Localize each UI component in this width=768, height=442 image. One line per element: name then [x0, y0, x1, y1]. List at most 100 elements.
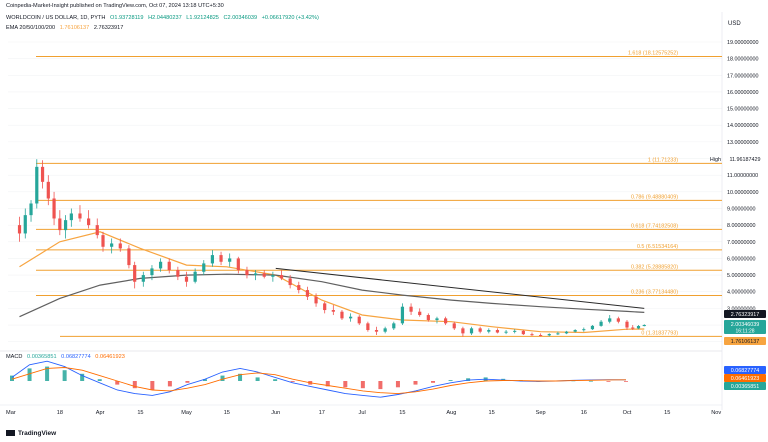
- candle-body: [262, 273, 266, 277]
- ema-value-2: 2.76323917: [93, 25, 124, 31]
- price-tick-label: 15.00000000: [727, 107, 758, 113]
- macd-header: MACD 0.00365851 0.06827774 0.06461923: [6, 354, 128, 360]
- time-tick-label: Jun: [271, 410, 280, 416]
- macd-histogram-bar: [45, 366, 50, 381]
- fib-level-label: 0.618 (7.74182508): [631, 223, 678, 229]
- candle-body: [101, 235, 105, 247]
- price-badge-label: 2.00346039: [731, 322, 759, 328]
- price-tick-label: 6.00000000: [727, 256, 755, 262]
- macd-histogram-bar: [115, 381, 120, 385]
- macd-label[interactable]: MACD: [6, 354, 23, 360]
- macd-badge: [724, 366, 766, 374]
- candle-body: [547, 334, 551, 336]
- candle-body: [305, 290, 310, 297]
- macd-histogram-bar: [273, 379, 278, 381]
- macd-histogram-bar: [588, 380, 593, 382]
- candle-body: [158, 261, 163, 269]
- candle-body: [636, 326, 641, 329]
- candle-body: [23, 215, 27, 234]
- candle-body: [314, 296, 318, 304]
- macd-histogram-bar: [10, 375, 14, 381]
- fib-level-label: 0 (1.31837793): [641, 330, 678, 336]
- price-tick-label: 13.00000000: [727, 140, 758, 146]
- candle-body: [608, 318, 612, 322]
- candle-body: [52, 198, 56, 219]
- macd-histogram-bar: [27, 368, 32, 381]
- ema-label[interactable]: EMA 20/50/100/200: [6, 25, 56, 31]
- time-tick-label: Sep: [536, 410, 546, 416]
- macd-histogram-bar: [185, 381, 190, 383]
- macd-badge-label: 0.06461923: [731, 376, 759, 382]
- candle-body: [340, 311, 344, 319]
- candle-body: [582, 329, 586, 331]
- candle-body: [331, 310, 335, 312]
- price-tick-label: 8.00000000: [727, 223, 755, 229]
- candle-body: [288, 278, 292, 286]
- candle-body: [176, 270, 180, 277]
- price-badge-label: 1.76106137: [731, 339, 759, 345]
- fib-level-label: 0.786 (9.48880409): [631, 194, 678, 200]
- candle-body: [78, 213, 82, 219]
- candle-body: [564, 331, 569, 334]
- macd-histogram-bar: [431, 381, 436, 383]
- open-value: O1.93728119: [110, 15, 144, 21]
- candle-body: [219, 255, 223, 262]
- price-tick-label: 10.00000000: [727, 190, 758, 196]
- candle-body: [631, 327, 635, 329]
- candle-body: [599, 321, 603, 326]
- candle-body: [245, 270, 249, 276]
- candle-body: [400, 306, 405, 324]
- macd-line: [11, 360, 627, 398]
- time-tick-label: Jul: [359, 410, 366, 416]
- candle-body: [58, 218, 62, 231]
- macd-histogram-bar: [167, 381, 172, 387]
- price-badge-countdown: 16:11:28: [735, 329, 754, 335]
- candle-body: [133, 265, 137, 282]
- ema-short-line: [19, 231, 645, 334]
- macd-histogram-bar: [62, 370, 67, 381]
- candle-body: [17, 225, 22, 234]
- candle-body: [539, 335, 543, 337]
- candle-body: [461, 328, 465, 334]
- candle-body: [452, 323, 456, 329]
- macd-histogram-bar: [80, 373, 85, 381]
- fib-level-label: 0.5 (6.51534164): [637, 244, 678, 250]
- candle-body: [409, 306, 413, 312]
- macd-histogram-bar: [395, 381, 400, 388]
- candle-body: [616, 318, 620, 322]
- publisher-text: Coinpedia-Market-Insight published on Tr…: [6, 3, 224, 9]
- symbol-name[interactable]: WORLDCOIN / US DOLLAR, 1D, PYTH: [6, 15, 106, 21]
- candle-body: [141, 275, 145, 282]
- candle-body: [87, 218, 91, 226]
- macd-histogram-bar: [343, 381, 348, 388]
- price-badge-label: 11.96187429: [729, 157, 760, 163]
- price-tick-label: 4.00000000: [727, 290, 755, 296]
- candle-body: [46, 181, 50, 199]
- candle-body: [418, 311, 422, 316]
- candle-body: [40, 166, 45, 182]
- candle-body: [349, 316, 353, 319]
- macd-histogram-bar: [202, 379, 207, 381]
- macd-badge: [724, 374, 766, 382]
- macd-histogram-bar: [448, 380, 453, 381]
- candle-body: [271, 275, 275, 277]
- change-value: +0.06617920 (+3.42%): [261, 15, 319, 21]
- macd-badge-label: 0.00365851: [731, 384, 759, 390]
- time-tick-label: Apr: [96, 410, 105, 416]
- candles-layer: [17, 159, 646, 337]
- price-badge: [724, 310, 766, 318]
- time-tick-label: 15: [399, 410, 405, 416]
- candle-body: [513, 330, 517, 332]
- price-tick-label: 5.00000000: [727, 273, 755, 279]
- candle-body: [110, 243, 114, 247]
- candle-body: [469, 328, 474, 334]
- candle-body: [530, 334, 534, 336]
- price-badge-label: 2.76323917: [731, 312, 759, 318]
- price-tick-label: 3.00000000: [727, 306, 755, 312]
- descending-trendline: [275, 267, 645, 309]
- candle-body: [478, 328, 482, 332]
- ema-layer: [19, 231, 645, 334]
- candle-body: [392, 323, 396, 329]
- macd-line-value: 0.06827774: [61, 354, 91, 360]
